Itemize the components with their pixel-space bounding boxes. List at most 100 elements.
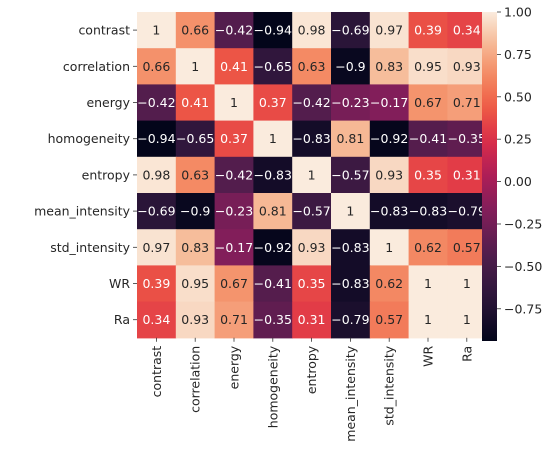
cell-value-label: 0.95 — [181, 276, 209, 291]
colorbar: 1.00 0.75 0.50 0.25 0.00 −0.25 −0.50 −0.75 — [482, 5, 542, 341]
cell-contrast-ra — [447, 12, 487, 49]
cell-contrast-std-intensity — [369, 12, 410, 49]
cell-value-label: −0.41 — [409, 131, 447, 146]
cell-homogeneity-correlation — [175, 120, 216, 158]
cell-energy-std-intensity — [369, 84, 410, 122]
cell-value-label: 0.39 — [142, 276, 170, 291]
cell-ra-entropy — [292, 301, 332, 339]
row-label-ra: Ra — [114, 312, 130, 327]
row-label-std-intensity: std_intensity — [50, 240, 130, 255]
cell-value-label: 1 — [346, 204, 354, 219]
cell-wr-ra — [447, 265, 487, 303]
cell-value-label: 0.57 — [453, 240, 481, 255]
column-label-energy: energy — [227, 345, 242, 389]
cell-value-label: 0.62 — [414, 240, 442, 255]
cell-value-label: 0.37 — [220, 131, 248, 146]
cell-value-label: 0.41 — [181, 95, 209, 110]
cell-energy-wr — [408, 84, 448, 122]
cell-value-label: −0.92 — [254, 240, 292, 255]
cell-value-label: 1 — [230, 95, 238, 110]
cell-value-label: 0.81 — [336, 131, 364, 146]
cell-value-label: 0.63 — [298, 59, 326, 74]
colorbar-tick-label: −0.25 — [504, 216, 542, 231]
cell-energy-energy — [214, 84, 254, 122]
cell-homogeneity-wr — [408, 120, 448, 158]
cell-value-label: −0.83 — [292, 131, 330, 146]
cell-value-label: −0.79 — [331, 312, 369, 327]
cell-value-label: 0.41 — [220, 59, 248, 74]
colorbar-tick-label: 0.75 — [504, 47, 532, 62]
cell-value-label: −0.17 — [215, 240, 253, 255]
cell-value-label: 0.57 — [375, 312, 403, 327]
cell-homogeneity-contrast — [137, 120, 177, 158]
cell-correlation-ra — [447, 48, 487, 85]
cell-correlation-correlation — [175, 48, 216, 85]
cell-correlation-std-intensity — [369, 48, 410, 85]
cell-energy-contrast — [137, 84, 177, 122]
cell-wr-entropy — [292, 265, 332, 303]
cell-correlation-mean-intensity — [331, 48, 371, 85]
cell-mean-intensity-wr — [408, 193, 448, 230]
row-labels: contrast correlation energy homogeneity entr… — [34, 23, 137, 327]
cell-value-label: 0.34 — [453, 23, 481, 38]
cell-value-label: 0.67 — [220, 276, 248, 291]
cell-wr-std-intensity — [369, 265, 410, 303]
cell-value-label: −0.35 — [254, 312, 292, 327]
cell-entropy-mean-intensity — [331, 156, 371, 194]
cell-value-label: 0.83 — [375, 59, 403, 74]
cell-value-label: 1 — [269, 131, 277, 146]
cell-mean-intensity-mean-intensity — [331, 193, 371, 230]
row-label-energy: energy — [86, 95, 130, 110]
cell-ra-contrast — [137, 301, 177, 339]
cell-value-label: −0.9 — [335, 59, 365, 74]
cell-correlation-entropy — [292, 48, 332, 85]
cell-value-label: 1 — [152, 23, 160, 38]
cell-value-label: 0.39 — [414, 23, 442, 38]
cell-contrast-entropy — [292, 12, 332, 49]
cell-std-intensity-std-intensity — [369, 229, 410, 266]
cell-contrast-energy — [214, 12, 254, 49]
cell-contrast-wr — [408, 12, 448, 49]
cell-value-label: 0.35 — [414, 167, 442, 182]
cell-value-label: −0.83 — [331, 240, 369, 255]
cell-ra-correlation — [175, 301, 216, 339]
cell-value-label: −0.92 — [370, 131, 408, 146]
cell-mean-intensity-energy — [214, 193, 254, 230]
cell-value-label: −0.83 — [409, 204, 447, 219]
cell-correlation-energy — [214, 48, 254, 85]
colorbar-gradient — [482, 12, 497, 341]
cell-mean-intensity-entropy — [292, 193, 332, 230]
cell-value-label: 0.34 — [142, 312, 170, 327]
cell-value-label: −0.65 — [176, 131, 214, 146]
cell-std-intensity-ra — [447, 229, 487, 266]
cell-value-label: −0.94 — [254, 23, 292, 38]
cell-ra-mean-intensity — [331, 301, 371, 339]
colorbar-tick-label: 0.00 — [504, 174, 532, 189]
cell-value-label: 0.93 — [375, 167, 403, 182]
cell-value-label: −0.57 — [331, 167, 369, 182]
cell-value-label: 0.62 — [375, 276, 403, 291]
cell-value-label: 0.97 — [142, 240, 170, 255]
cell-value-label: 0.81 — [259, 204, 287, 219]
cell-value-label: −0.17 — [370, 95, 408, 110]
cell-value-label: 0.95 — [414, 59, 442, 74]
cell-wr-mean-intensity — [331, 265, 371, 303]
cell-value-label: 1 — [424, 312, 432, 327]
cell-value-label: 1 — [308, 167, 316, 182]
cell-entropy-homogeneity — [253, 156, 293, 194]
cell-std-intensity-entropy — [292, 229, 332, 266]
cell-std-intensity-wr — [408, 229, 448, 266]
column-label-correlation: correlation — [188, 346, 203, 413]
cell-value-label: 0.98 — [142, 167, 170, 182]
cell-std-intensity-homogeneity — [253, 229, 293, 266]
cell-entropy-wr — [408, 156, 448, 194]
cell-std-intensity-correlation — [175, 229, 216, 266]
cell-entropy-entropy — [292, 156, 332, 194]
cell-value-label: −0.23 — [331, 95, 369, 110]
cell-homogeneity-energy — [214, 120, 254, 158]
cell-mean-intensity-contrast — [137, 193, 177, 230]
cell-entropy-std-intensity — [369, 156, 410, 194]
cell-value-label: −0.69 — [331, 23, 369, 38]
cell-std-intensity-energy — [214, 229, 254, 266]
